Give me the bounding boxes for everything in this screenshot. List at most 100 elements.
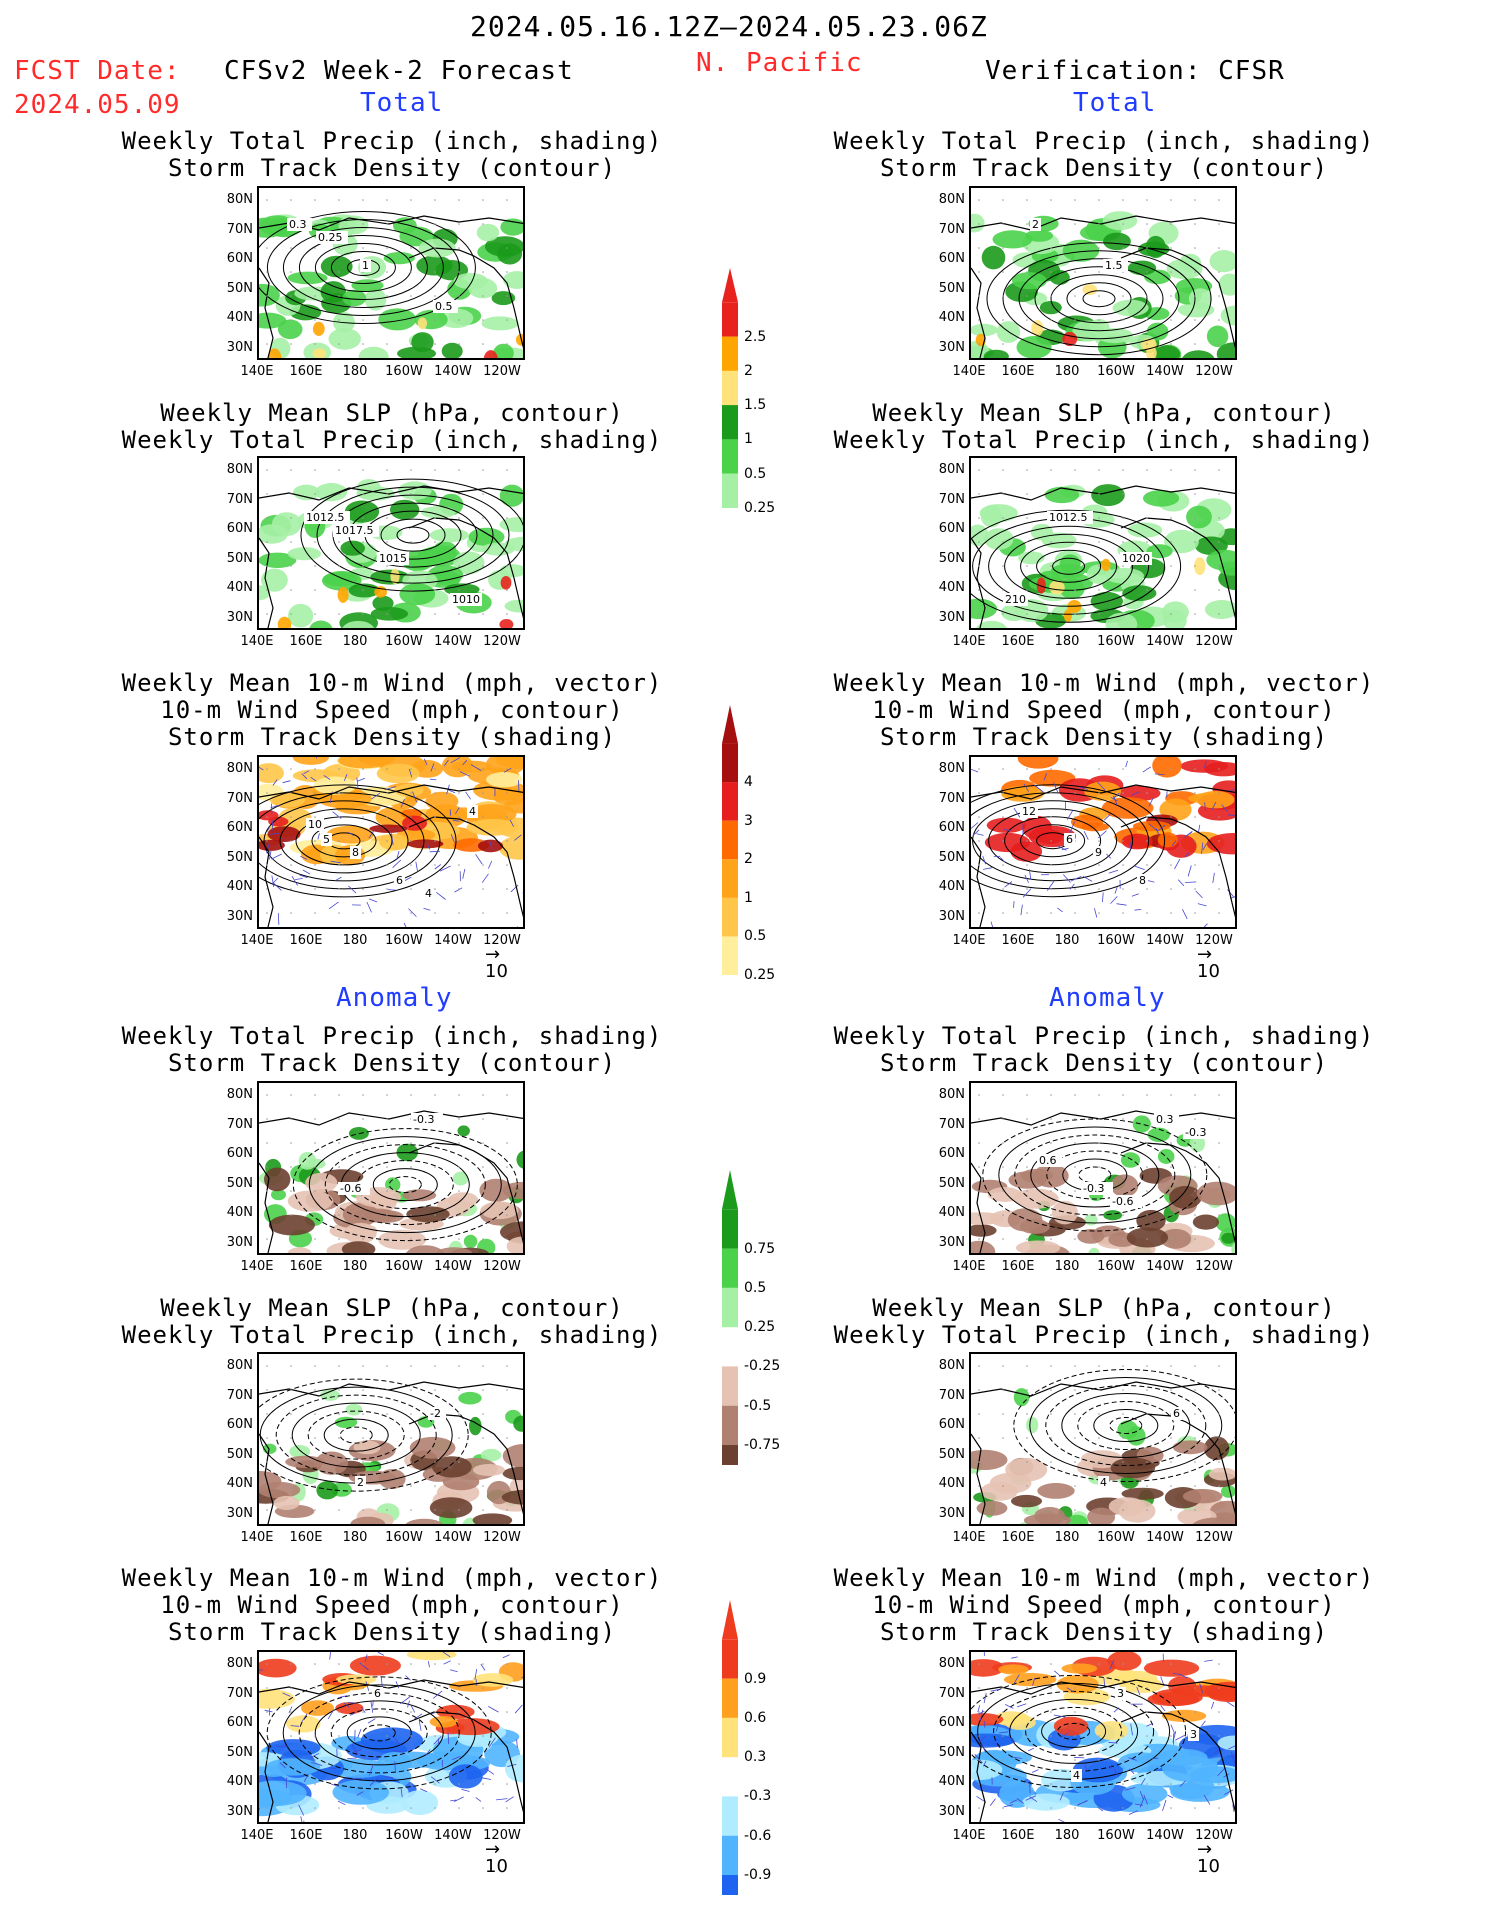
grid-dot xyxy=(410,613,412,615)
contour-label: 8 xyxy=(352,846,359,859)
grid-dot xyxy=(1026,1413,1028,1415)
wind-vector xyxy=(303,770,310,774)
shading-cell xyxy=(259,1689,295,1709)
grid-dot xyxy=(1122,1663,1124,1665)
wind-vector xyxy=(436,891,446,900)
grid-dot xyxy=(1026,1094,1028,1096)
grid-dot xyxy=(290,1485,292,1487)
grid-dot xyxy=(362,816,364,818)
contour-label: -0.6 xyxy=(340,1182,361,1195)
wind-vector xyxy=(983,867,993,870)
grid-dot xyxy=(1170,1389,1172,1391)
contour-line xyxy=(316,486,510,584)
grid-dot xyxy=(1122,247,1124,249)
wind-vector xyxy=(1228,788,1235,792)
grid-dot xyxy=(266,517,268,519)
shading-cell xyxy=(273,1495,300,1511)
grid-dot xyxy=(1170,912,1172,914)
wind-vector xyxy=(393,1737,401,1746)
grid-dot xyxy=(410,1190,412,1192)
shading-cell xyxy=(406,1245,445,1253)
lat-label: 80N xyxy=(226,1087,253,1102)
shading-cell xyxy=(971,1759,1003,1780)
panel-title-line: Weekly Total Precip (inch, shading) xyxy=(121,1321,663,1349)
wind-vector xyxy=(1077,1799,1088,1806)
shading-cell xyxy=(476,223,500,242)
grid-dot xyxy=(266,864,268,866)
shading-cell xyxy=(287,547,321,561)
contour-label: 1012.5 xyxy=(1049,511,1088,524)
shading-cell xyxy=(1103,232,1131,251)
contour-label: -2 xyxy=(430,1407,441,1420)
wind-vector xyxy=(1000,857,1006,863)
lon-label: 180 xyxy=(342,933,368,948)
contour-line xyxy=(282,227,444,308)
grid-dot xyxy=(1074,1687,1076,1689)
grid-dot xyxy=(1026,1783,1028,1785)
grid-dot xyxy=(1002,840,1004,842)
contour-label: 6 xyxy=(396,874,403,887)
grid-dot xyxy=(506,1389,508,1391)
grid-dot xyxy=(1218,1687,1220,1689)
grid-dot xyxy=(1074,565,1076,567)
wind-vector xyxy=(408,768,413,778)
grid-dot xyxy=(1194,1214,1196,1216)
colorbar-label: -0.9 xyxy=(744,1867,772,1883)
panel-title: Weekly Total Precip (inch, shading) Storm… xyxy=(92,1023,692,1077)
grid-dot xyxy=(338,541,340,543)
lat-label: 60N xyxy=(938,251,965,266)
colorbar-label: 0.5 xyxy=(744,465,767,482)
grid-dot xyxy=(506,1759,508,1761)
grid-dot xyxy=(386,493,388,495)
wind-vector xyxy=(351,1744,358,1754)
wind-vector xyxy=(1004,881,1013,888)
grid-dot xyxy=(386,223,388,225)
wind-vector xyxy=(1024,874,1029,883)
grid-dot xyxy=(1098,1509,1100,1511)
wind-vector xyxy=(995,1724,999,1732)
grid-dot xyxy=(314,1735,316,1737)
map-panel: -0.3 0.3 0.6 -0.6 -0.3 xyxy=(969,1081,1237,1255)
grid-dot xyxy=(434,1485,436,1487)
shading-cell xyxy=(1118,785,1161,801)
colorbar-top-arrow xyxy=(722,705,738,744)
grid-dot xyxy=(1146,541,1148,543)
wind-vector xyxy=(270,804,281,809)
grid-dot xyxy=(1074,1413,1076,1415)
contour-line xyxy=(971,1674,1187,1788)
shading-cell xyxy=(1121,1487,1164,1500)
coastline-arctic xyxy=(259,1381,523,1397)
wind-vector xyxy=(1130,1723,1133,1736)
grid-dot xyxy=(290,319,292,321)
lon-label: 140W xyxy=(434,364,472,379)
shading-cell xyxy=(406,1652,457,1661)
grid-dot xyxy=(1146,469,1148,471)
shading-cell xyxy=(472,1464,505,1476)
wind-vector xyxy=(976,833,984,836)
wind-vector xyxy=(433,1690,443,1699)
map-plot: -0.30.30.6-0.6-0.3 xyxy=(971,1083,1235,1253)
shading-cell xyxy=(453,551,485,575)
grid-dot xyxy=(338,1711,340,1713)
vector-reference: → 10 xyxy=(1197,946,1220,983)
grid-dot xyxy=(362,1509,364,1511)
grid-dot xyxy=(1146,247,1148,249)
wind-vector xyxy=(1054,1670,1060,1676)
panel-title-line: Weekly Total Precip (inch, shading) xyxy=(833,426,1375,454)
wind-vector xyxy=(994,1742,1000,1748)
wind-vector xyxy=(1162,1799,1167,1812)
grid-dot xyxy=(1074,864,1076,866)
lon-label: 160W xyxy=(385,364,423,379)
contour-label: 1012.5 xyxy=(306,511,345,524)
grid-dot xyxy=(1122,589,1124,591)
panel-title-line: Weekly Mean SLP (hPa, contour) xyxy=(872,399,1336,427)
colorbar-label: -0.5 xyxy=(744,1397,772,1414)
grid-dot xyxy=(1002,1437,1004,1439)
grid-dot xyxy=(434,888,436,890)
grid-dot xyxy=(1170,271,1172,273)
grid-dot xyxy=(978,565,980,567)
grid-dot xyxy=(1098,1214,1100,1216)
grid-dot xyxy=(1098,1807,1100,1809)
grid-dot xyxy=(506,1413,508,1415)
